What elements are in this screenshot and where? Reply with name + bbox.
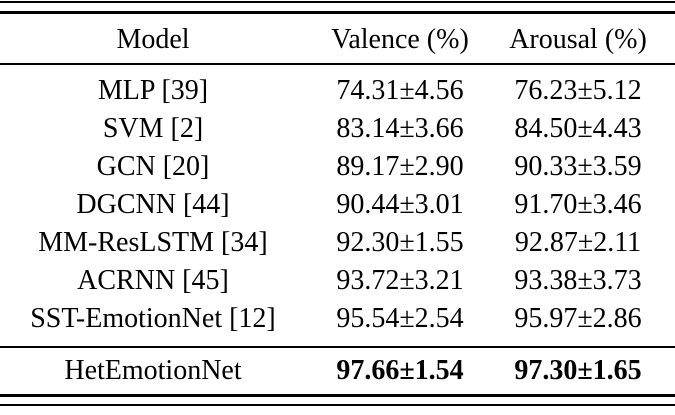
valence-cell: 93.72±3.21 <box>336 265 464 296</box>
top-rule-outer <box>0 1 675 3</box>
column-header-model: Model <box>116 23 190 55</box>
valence-cell: 83.14±3.66 <box>336 113 464 144</box>
model-cell: ACRNN [45] <box>77 265 229 296</box>
model-cell: MM-ResLSTM [34] <box>38 227 268 258</box>
valence-cell: 74.31±4.56 <box>336 75 464 106</box>
model-cell: DGCNN [44] <box>76 189 230 220</box>
column-header-arousal: Arousal (%) <box>509 23 647 55</box>
valence-cell: 89.17±2.90 <box>336 151 464 182</box>
table-row: GCN [20] 89.17±2.90 90.33±3.59 <box>0 148 675 186</box>
arousal-cell: 90.33±3.59 <box>514 151 642 182</box>
arousal-cell: 93.38±3.73 <box>514 265 642 296</box>
arousal-cell: 92.87±2.11 <box>514 227 642 258</box>
table-body: MLP [39] 74.31±4.56 76.23±5.12 SVM [2] 8… <box>0 65 675 338</box>
valence-cell: 90.44±3.01 <box>336 189 464 220</box>
arousal-cell: 84.50±4.43 <box>514 113 642 144</box>
arousal-cell: 95.97±2.86 <box>514 303 642 334</box>
table-header-row: Model Valence (%) Arousal (%) <box>0 14 675 63</box>
highlight-divider-rule <box>0 346 675 348</box>
header-divider-rule <box>0 63 675 65</box>
table-row: MM-ResLSTM [34] 92.30±1.55 92.87±2.11 <box>0 224 675 262</box>
table-row: ACRNN [45] 93.72±3.21 93.38±3.73 <box>0 262 675 300</box>
bottom-rule-outer <box>0 404 675 406</box>
model-cell: HetEmotionNet <box>64 355 242 386</box>
arousal-cell: 97.30±1.65 <box>514 355 642 386</box>
top-rule-inner <box>0 11 675 14</box>
valence-cell: 95.54±2.54 <box>336 303 464 334</box>
arousal-cell: 76.23±5.12 <box>514 75 642 106</box>
table-row: SST-EmotionNet [12] 95.54±2.54 95.97±2.8… <box>0 300 675 338</box>
highlight-row: HetEmotionNet 97.66±1.54 97.30±1.65 <box>0 348 675 394</box>
model-cell: SVM [2] <box>102 113 204 144</box>
table-row: DGCNN [44] 90.44±3.01 91.70±3.46 <box>0 186 675 224</box>
table-row: SVM [2] 83.14±3.66 84.50±4.43 <box>0 110 675 148</box>
valence-cell: 92.30±1.55 <box>336 227 464 258</box>
bottom-rule-inner <box>0 394 675 397</box>
model-cell: GCN [20] <box>96 151 210 182</box>
model-cell: MLP [39] <box>97 75 209 106</box>
column-header-valence: Valence (%) <box>331 23 469 55</box>
table-row: MLP [39] 74.31±4.56 76.23±5.12 <box>0 72 675 110</box>
model-cell: SST-EmotionNet [12] <box>30 303 276 334</box>
arousal-cell: 91.70±3.46 <box>514 189 642 220</box>
valence-cell: 97.66±1.54 <box>336 355 464 386</box>
